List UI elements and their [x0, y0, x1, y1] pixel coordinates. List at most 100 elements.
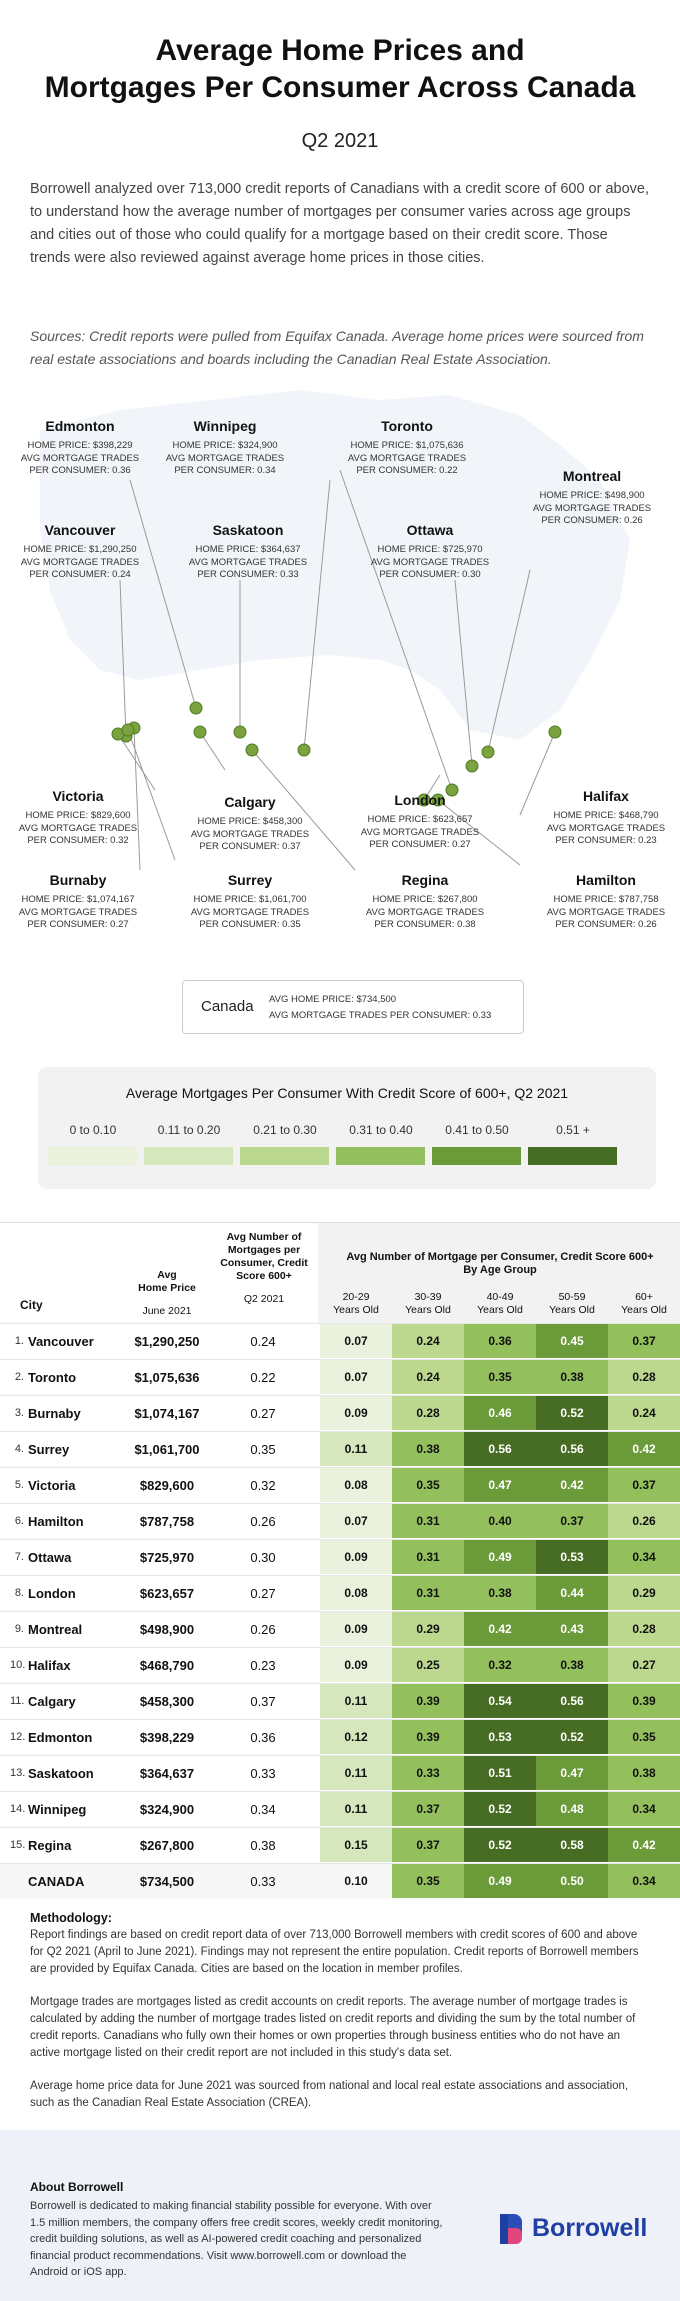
footer: About Borrowell Borrowell is dedicated t… — [0, 2130, 680, 2301]
city-name: Toronto — [381, 418, 433, 434]
age-value-cell: 0.52 — [464, 1792, 536, 1826]
legend-swatch — [336, 1147, 425, 1165]
city-trades: PER CONSUMER: 0.27 — [27, 919, 129, 930]
city-trades: PER CONSUMER: 0.22 — [356, 465, 458, 476]
table-row: 10. Halifax $468,790 0.23 0.09 0.25 0.32 0.38 0.… — [0, 1647, 680, 1683]
city-trades-label: AVG MORTGAGE TRADES — [18, 822, 138, 834]
col-price: Avg Home Price June 2021 — [122, 1269, 212, 1318]
row-price: $734,500 — [139, 1874, 195, 1889]
about-heading: About Borrowell — [30, 2180, 124, 2194]
age-value-cell: 0.54 — [464, 1684, 536, 1718]
table-row: 6. Hamilton $787,758 0.26 0.07 0.31 0.40 0.37 0.… — [0, 1503, 680, 1539]
city-label-hamilton: Hamilton HOME PRICE: $787,758 AVG MORTGAGE… — [526, 872, 680, 932]
age-value-cell: 0.39 — [392, 1720, 464, 1754]
age-value-cell: 0.12 — [320, 1720, 392, 1754]
age-value-cell: 0.44 — [536, 1576, 608, 1610]
col-avg-l3: Consumer, Credit — [220, 1257, 308, 1269]
col-avg-l2: Mortgages per — [227, 1244, 301, 1256]
age-value-cell: 0.56 — [464, 1432, 536, 1466]
age-header-l1: Avg Number of Mortgage per Consumer, Cre… — [346, 1251, 654, 1263]
city-name: Saskatoon — [212, 522, 284, 538]
row-rank: 15. — [10, 1839, 26, 1851]
row-avg: 0.24 — [250, 1334, 276, 1349]
city-price: HOME PRICE: $1,290,250 — [23, 544, 137, 555]
city-label-toronto: Toronto HOME PRICE: $1,075,636 AVG MORTGAG… — [327, 418, 487, 478]
city-trades-label: AVG MORTGAGE TRADES — [347, 452, 467, 464]
age-value-cell: 0.36 — [464, 1324, 536, 1358]
connector-line-burnaby — [133, 727, 141, 871]
age-value-cell: 0.35 — [464, 1360, 536, 1394]
row-price: $458,300 — [139, 1694, 195, 1709]
row-price: $324,900 — [139, 1802, 195, 1817]
row-avg: 0.22 — [250, 1370, 276, 1385]
legend-swatch — [144, 1147, 233, 1165]
age-value-cell: 0.27 — [608, 1648, 680, 1682]
city-trades-label: AVG MORTGAGE TRADES — [360, 826, 480, 838]
age-value-cell: 0.38 — [536, 1648, 608, 1682]
city-price: HOME PRICE: $623,657 — [367, 814, 473, 825]
row-city: Ottawa — [28, 1550, 72, 1565]
city-label-saskatoon: Saskatoon HOME PRICE: $364,637 AVG MORTGAG… — [168, 522, 328, 582]
age-value-cell: 0.49 — [464, 1864, 536, 1898]
row-price: $1,290,250 — [134, 1334, 200, 1349]
city-dot-edmonton — [189, 701, 203, 715]
connector-line-toronto — [339, 469, 453, 791]
age-value-cell: 0.52 — [536, 1720, 608, 1754]
connector-line-regina — [251, 749, 356, 871]
age-value-cell: 0.31 — [392, 1576, 464, 1610]
row-price: $1,074,167 — [134, 1406, 200, 1421]
age-header-bg — [318, 1223, 680, 1323]
methodology-p1: Report findings are based on credit repo… — [30, 1929, 639, 1975]
row-price: $1,075,636 — [134, 1370, 200, 1385]
age-value-cell: 0.37 — [608, 1468, 680, 1502]
col-avg-l4: Score 600+ — [236, 1270, 292, 1282]
row-city: Burnaby — [28, 1406, 81, 1421]
connector-line-hamilton — [437, 799, 521, 866]
city-dot-saskatoon — [233, 725, 247, 739]
age-value-cell: 0.31 — [392, 1504, 464, 1538]
row-rank: 10. — [10, 1659, 26, 1671]
age-value-cell: 0.11 — [320, 1756, 392, 1790]
city-trades-label: AVG MORTGAGE TRADES — [20, 556, 140, 568]
age-value-cell: 0.09 — [320, 1648, 392, 1682]
age-value-cell: 0.56 — [536, 1432, 608, 1466]
row-avg: 0.36 — [250, 1730, 276, 1745]
table-row: 14. Winnipeg $324,900 0.34 0.11 0.37 0.52 0.48 0… — [0, 1791, 680, 1827]
row-city: Edmonton — [28, 1730, 93, 1745]
city-label-winnipeg: Winnipeg HOME PRICE: $324,900 AVG MORTGAGE… — [145, 418, 305, 478]
table-row: 4. Surrey $1,061,700 0.35 0.11 0.38 0.56 0.56 0.… — [0, 1431, 680, 1467]
age-value-cell: 0.29 — [392, 1612, 464, 1646]
city-trades: PER CONSUMER: 0.32 — [27, 835, 129, 846]
legend-swatch — [432, 1147, 521, 1165]
city-price: HOME PRICE: $498,900 — [539, 490, 645, 501]
age-value-cell: 0.10 — [344, 1874, 368, 1888]
city-dot-london — [417, 793, 431, 807]
row-price: $787,758 — [139, 1514, 195, 1529]
canada-price: AVG HOME PRICE: $734,500 — [269, 994, 397, 1005]
city-label-halifax: Halifax HOME PRICE: $468,790 AVG MORTGAGE … — [526, 788, 680, 848]
row-rank: 1. — [14, 1335, 24, 1347]
city-label-montreal: Montreal HOME PRICE: $498,900 AVG MORTGAGE… — [512, 468, 672, 528]
title-line-1: Average Home Prices and — [155, 34, 525, 67]
methodology-p3: Average home price data for June 2021 wa… — [30, 2080, 629, 2109]
city-trades-label: AVG MORTGAGE TRADES — [190, 828, 310, 840]
age-value-cell: 0.24 — [392, 1324, 464, 1358]
col-avg-sub: Q2 2021 — [243, 1293, 285, 1305]
row-avg: 0.33 — [250, 1874, 276, 1889]
age-value-cell: 0.46 — [464, 1396, 536, 1430]
legend-label: 0.51 + — [556, 1123, 590, 1137]
connector-line-halifax — [519, 731, 556, 816]
age-col-header: 60+ Years Old — [621, 1291, 667, 1316]
methodology-heading: Methodology: — [30, 1911, 112, 1925]
row-rank: 9. — [14, 1623, 24, 1635]
row-price: $267,800 — [139, 1838, 195, 1853]
table-row: 7. Ottawa $725,970 0.30 0.09 0.31 0.49 0.53 0.34 — [0, 1539, 680, 1575]
age-value-cell: 0.56 — [536, 1684, 608, 1718]
borrowell-logo: Borrowell — [498, 2210, 658, 2250]
row-city: Hamilton — [28, 1514, 84, 1529]
connector-line-surrey — [127, 729, 176, 861]
canada-silhouette — [40, 390, 630, 740]
title-line-2: Mortgages Per Consumer Across Canada — [44, 71, 636, 104]
table-row: 9. Montreal $498,900 0.26 0.09 0.29 0.42 0.43 0.… — [0, 1611, 680, 1647]
row-price: $498,900 — [139, 1622, 195, 1637]
